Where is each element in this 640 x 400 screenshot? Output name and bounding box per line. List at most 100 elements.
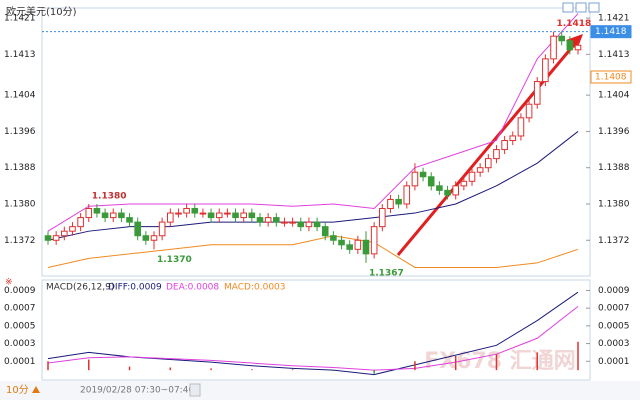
price-tag: 1.1418 — [595, 27, 627, 37]
candle-body — [264, 217, 272, 223]
chart-title: 欧元美元(10分) — [6, 5, 77, 18]
candle-body — [175, 212, 182, 215]
annotation: 1.1380 — [92, 191, 127, 201]
y-tick-label-right: 1.1372 — [598, 236, 630, 246]
y-tick-label-right: 0.0003 — [598, 339, 630, 349]
price-tag-box — [590, 25, 632, 39]
candle-body — [411, 171, 419, 187]
macd-panel — [41, 279, 591, 381]
candle-body — [69, 226, 76, 232]
candle-body — [118, 212, 125, 219]
candle-body — [93, 208, 101, 214]
y-tick-label-right: 1.1404 — [598, 91, 630, 101]
candle-body — [126, 217, 133, 223]
candle-body — [354, 239, 362, 250]
annotation: 1.1418 — [557, 19, 592, 29]
y-tick-label: 0.0005 — [4, 321, 36, 331]
legend-entry: MACD:0.0003 — [224, 283, 286, 293]
candle-body — [419, 171, 427, 178]
trend-arrow — [396, 39, 580, 256]
candle-body — [379, 208, 386, 228]
macd-title: MACD(26,12,9) — [46, 283, 114, 293]
y-tick-label: 1.1396 — [4, 127, 36, 137]
icon[interactable] — [575, 2, 587, 13]
candle-body — [109, 212, 117, 219]
candle-body — [468, 171, 476, 182]
candle-body — [305, 221, 313, 228]
candle-body — [403, 185, 411, 205]
legend-entry: DEA:0.0008 — [166, 283, 219, 293]
y-tick-label-right: 0.0001 — [598, 357, 630, 367]
candle-body — [150, 235, 158, 241]
y-tick-label: 1.1372 — [4, 236, 36, 246]
band-line — [47, 13, 579, 232]
candle-body — [256, 217, 264, 223]
period-toggle[interactable] — [32, 386, 40, 393]
candle-body — [232, 212, 239, 219]
candle-body — [167, 212, 174, 223]
candle-body — [395, 198, 402, 205]
candle-body — [493, 149, 500, 160]
candle-body — [199, 212, 207, 215]
macd-line — [47, 305, 579, 371]
candle-body — [158, 221, 166, 237]
band-line — [47, 235, 579, 268]
candle-body — [509, 135, 517, 141]
candle-body — [101, 212, 109, 219]
price-tag-box — [590, 70, 632, 84]
candle-body — [566, 40, 574, 51]
y-tick-label: 0.0003 — [4, 339, 36, 349]
time-range: 2019/02/28 07:30~07:40 — [80, 386, 194, 396]
candle-body — [452, 185, 459, 196]
candle-body — [289, 221, 296, 224]
legend-entry: DIFF:0.0009 — [108, 283, 162, 293]
icon[interactable] — [588, 2, 600, 13]
y-tick-label-right: 1.1421 — [598, 14, 630, 24]
candle-body — [85, 208, 93, 219]
candle-body — [224, 212, 231, 215]
candle-body — [436, 185, 443, 191]
candle-body — [387, 198, 394, 210]
candle-body — [330, 235, 337, 241]
y-tick-label: 1.1404 — [4, 91, 36, 101]
candle-body — [525, 103, 533, 119]
candle-body — [574, 44, 582, 51]
candle-body — [517, 117, 525, 137]
candle-body — [550, 35, 557, 60]
y-tick-label-right: 1.1413 — [598, 50, 630, 60]
y-tick-label: 0.0009 — [4, 286, 36, 296]
candle-body — [476, 167, 484, 173]
icon[interactable] — [562, 2, 574, 13]
annotation: 1.1370 — [157, 255, 192, 265]
candle-body — [444, 189, 451, 196]
period[interactable]: 10分 — [6, 384, 29, 396]
candle-body — [346, 244, 353, 250]
y-tick-label-right: 0.0009 — [598, 286, 630, 296]
slider[interactable] — [189, 383, 201, 397]
candle-body — [460, 180, 468, 187]
candle-body — [427, 176, 435, 187]
candle-body — [281, 221, 288, 224]
y-tick-label: 1.1388 — [4, 163, 36, 173]
y-tick-label-right: 1.1388 — [598, 163, 630, 173]
arrow-head — [566, 34, 583, 50]
candle-body — [321, 226, 329, 237]
candle-body — [533, 81, 541, 105]
candle-body — [215, 212, 223, 219]
candle-body — [362, 239, 370, 255]
y-tick-label: 1.1380 — [4, 199, 36, 209]
price-tag: 1.1408 — [595, 73, 627, 83]
candle-body — [297, 221, 305, 228]
toolbar-icons — [562, 2, 600, 13]
candle-body — [77, 217, 84, 228]
y-tick-label-right: 0.0005 — [598, 321, 630, 331]
y-tick-label: 1.1421 — [4, 14, 36, 24]
price-panel — [41, 7, 591, 277]
candle-body — [134, 221, 141, 237]
candle-body — [501, 140, 508, 151]
annotation: 1.1367 — [369, 268, 404, 278]
y-tick-label-right: 1.1396 — [598, 127, 630, 137]
candle-body — [370, 226, 378, 255]
y-tick-label: 1.1413 — [4, 50, 36, 60]
